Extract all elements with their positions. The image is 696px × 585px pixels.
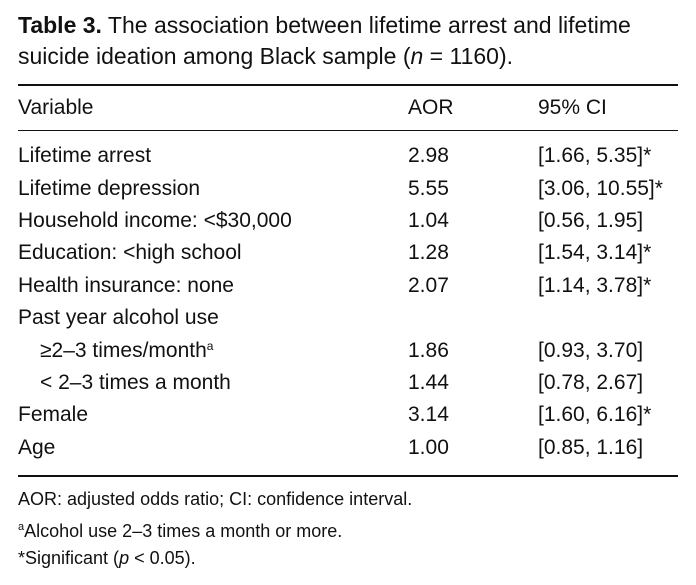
cell-aor: 1.44 [408,370,449,394]
cell-aor: 3.14 [408,403,449,427]
table-row: < 2–3 times a month 1.44 [0.78, 2.67] [18,367,678,399]
cell-aor: 5.55 [408,176,449,200]
table-footnotes: AOR: adjusted odds ratio; CI: confidence… [18,486,678,573]
footnote-marker: a [206,338,214,353]
cell-variable: Lifetime depression [18,176,201,200]
data-table: Lifetime arrest 2.98 [1.66, 5.35]* Lifet… [18,140,678,464]
footnote-a-marker: a [18,520,25,533]
cell-ci: [1.60, 6.16]* [538,403,652,427]
cell-ci: [0.56, 1.95] [538,208,644,232]
table-row: Lifetime depression 5.55 [3.06, 10.55]* [18,172,678,204]
footnote-sig-p: p [119,548,130,568]
cell-ci: [1.66, 5.35]* [538,144,652,168]
table-row: Past year alcohol use [18,302,678,334]
cell-variable: ≥2–3 times/montha [18,334,408,366]
cell-variable: Age [18,435,56,459]
cell-aor: 2.98 [408,144,449,168]
cell-variable: Education: <high school [18,241,242,265]
table-row: Lifetime arrest 2.98 [1.66, 5.35]* [18,140,678,172]
cell-variable-text: ≥2–3 times/month [40,338,207,362]
table-header: Variable AOR 95% CI [18,86,678,130]
footnote-sig-threshold: < 0.05). [129,548,196,568]
table-row: Education: <high school 1.28 [1.54, 3.14… [18,237,678,269]
cell-variable: Past year alcohol use [18,306,219,330]
table-caption: Table 3. The association between lifetim… [18,10,683,72]
cell-ci [538,302,678,334]
table-row: Health insurance: none 2.07 [1.14, 3.78]… [18,270,678,302]
cell-ci: [0.85, 1.16] [538,435,644,459]
cell-aor: 2.07 [408,273,449,297]
table-row: ≥2–3 times/montha 1.86 [0.93, 3.70] [18,334,678,366]
header-ci: 95% CI [538,96,607,119]
cell-aor: 1.86 [408,338,449,362]
header-row: Variable AOR 95% CI [18,86,678,130]
table-row: Female 3.14 [1.60, 6.16]* [18,399,678,431]
cell-variable: Female [18,403,89,427]
header-aor: AOR [408,96,454,119]
cell-variable: < 2–3 times a month [40,370,231,394]
header-variable: Variable [18,96,94,119]
caption-n-value: = 1160). [423,43,514,69]
table-label: Table 3. [18,12,102,38]
cell-variable: Lifetime arrest [18,144,152,168]
cell-ci: [1.14, 3.78]* [538,273,652,297]
top-rule [18,84,678,86]
cell-ci: [1.54, 3.14]* [538,241,652,265]
cell-aor [408,302,538,334]
footnote-sig-text: *Significant ( [18,548,120,568]
bottom-rule [18,475,678,477]
cell-ci: [3.06, 10.55]* [538,176,663,200]
cell-aor: 1.00 [408,435,449,459]
cell-aor: 1.04 [408,208,449,232]
caption-n-symbol: n [410,43,424,69]
footnote-a: aAlcohol use 2–3 times a month or more. [18,514,678,546]
cell-aor: 1.28 [408,241,449,265]
cell-variable: Health insurance: none [18,273,234,297]
caption-text: The association between lifetime arrest … [18,12,631,69]
footnote-abbreviations: AOR: adjusted odds ratio; CI: confidence… [18,489,413,509]
cell-ci: [0.93, 3.70] [538,338,644,362]
table-row: Age 1.00 [0.85, 1.16] [18,432,678,464]
footnote-significance: *Significant (p < 0.05). [18,545,678,573]
footnote-a-text: Alcohol use 2–3 times a month or more. [24,520,343,541]
cell-ci: [0.78, 2.67] [538,370,644,394]
header-rule [18,130,678,131]
cell-variable: Household income: <$30,000 [18,208,292,232]
table-row: Household income: <$30,000 1.04 [0.56, 1… [18,205,678,237]
